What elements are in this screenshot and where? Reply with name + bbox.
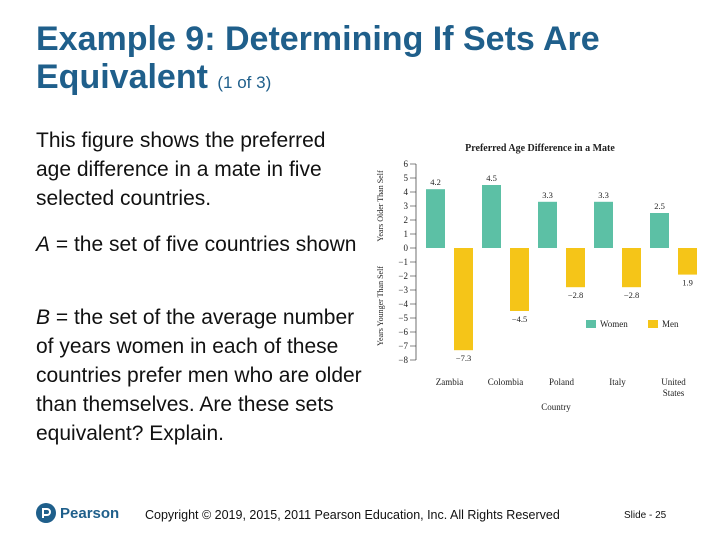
- y-tick-label: −1: [398, 257, 408, 267]
- slide-title-line2: Equivalent: [36, 58, 208, 96]
- data-label-women: 4.5: [486, 173, 497, 183]
- x-tick-label: Poland: [549, 377, 575, 387]
- y-tick-label: −5: [398, 313, 408, 323]
- paragraph-figure-description: This figure shows the preferred age diff…: [36, 129, 326, 210]
- slide-title: Example 9: Determining If Sets Are Equiv…: [36, 20, 696, 102]
- slide-number: Slide - 25: [624, 510, 667, 521]
- legend-label-men: Men: [662, 319, 679, 329]
- y-tick-label: 4: [404, 187, 409, 197]
- bar-men: [510, 248, 529, 311]
- y-tick-label: −4: [398, 299, 408, 309]
- data-label-women: 3.3: [542, 190, 553, 200]
- x-tick-label: States: [663, 388, 685, 398]
- pearson-brand-text: Pearson: [60, 504, 120, 522]
- y-tick-label: −2: [398, 271, 408, 281]
- legend-swatch-men: [648, 320, 658, 328]
- pearson-logo-icon: [36, 503, 56, 523]
- y-tick-label: −7: [398, 341, 408, 351]
- legend-label-women: Women: [600, 319, 628, 329]
- y-tick-label: 6: [404, 159, 409, 169]
- paragraph-set-a: A = the set of five countries shown: [36, 230, 366, 259]
- y-tick-label: 3: [404, 201, 409, 211]
- set-b-variable: B: [36, 306, 51, 329]
- set-a-variable: A: [36, 233, 51, 256]
- y-axis-label-older: Years Older Than Self: [376, 170, 385, 242]
- x-tick-label: Zambia: [436, 377, 464, 387]
- data-label-men: −7.3: [456, 353, 471, 363]
- y-tick-label: 5: [404, 173, 409, 183]
- pearson-logo: Pearson: [36, 503, 119, 523]
- y-tick-label: −6: [398, 327, 408, 337]
- y-tick-label: −3: [398, 285, 408, 295]
- data-label-men: −4.5: [512, 314, 527, 324]
- bar-women: [538, 201, 557, 248]
- y-tick-label: 2: [404, 215, 409, 225]
- bar-men: [678, 248, 697, 275]
- y-tick-label: 0: [404, 243, 409, 253]
- slide-title-suffix: (1 of 3): [217, 73, 272, 92]
- y-tick-label: 1: [404, 229, 409, 239]
- legend-swatch-women: [586, 320, 596, 328]
- x-tick-label: Italy: [609, 377, 626, 387]
- data-label-women: 2.5: [654, 201, 665, 211]
- y-tick-label: −8: [398, 355, 408, 365]
- paragraph-set-b: B = the set of the average number of yea…: [36, 303, 366, 448]
- set-a-text: = the set of five countries shown: [50, 233, 357, 256]
- bar-women: [482, 185, 501, 248]
- set-b-text: = the set of the average number of years…: [36, 306, 362, 445]
- x-tick-label: Colombia: [488, 377, 524, 387]
- chart-title: Preferred Age Difference in a Mate: [465, 143, 615, 154]
- bar-men: [566, 248, 585, 288]
- slide-title-line1: Example 9: Determining If Sets Are: [36, 20, 600, 58]
- data-label-men: −2.8: [624, 290, 639, 300]
- bar-men: [622, 248, 641, 288]
- x-axis-label: Country: [541, 402, 571, 412]
- bar-women: [650, 213, 669, 248]
- copyright-text: Copyright © 2019, 2015, 2011 Pearson Edu…: [145, 508, 560, 522]
- data-label-men: −2.8: [568, 290, 583, 300]
- bar-women: [426, 189, 445, 248]
- data-label-men: 1.9: [682, 278, 693, 288]
- data-label-women: 3.3: [598, 190, 609, 200]
- data-label-women: 4.2: [430, 177, 441, 187]
- x-tick-label: United: [661, 377, 686, 387]
- bar-chart: Preferred Age Difference in a Mate Years …: [376, 143, 697, 412]
- bar-men: [454, 248, 473, 351]
- y-axis-label-younger: Years Younger Than Self: [376, 266, 385, 346]
- bar-women: [594, 201, 613, 248]
